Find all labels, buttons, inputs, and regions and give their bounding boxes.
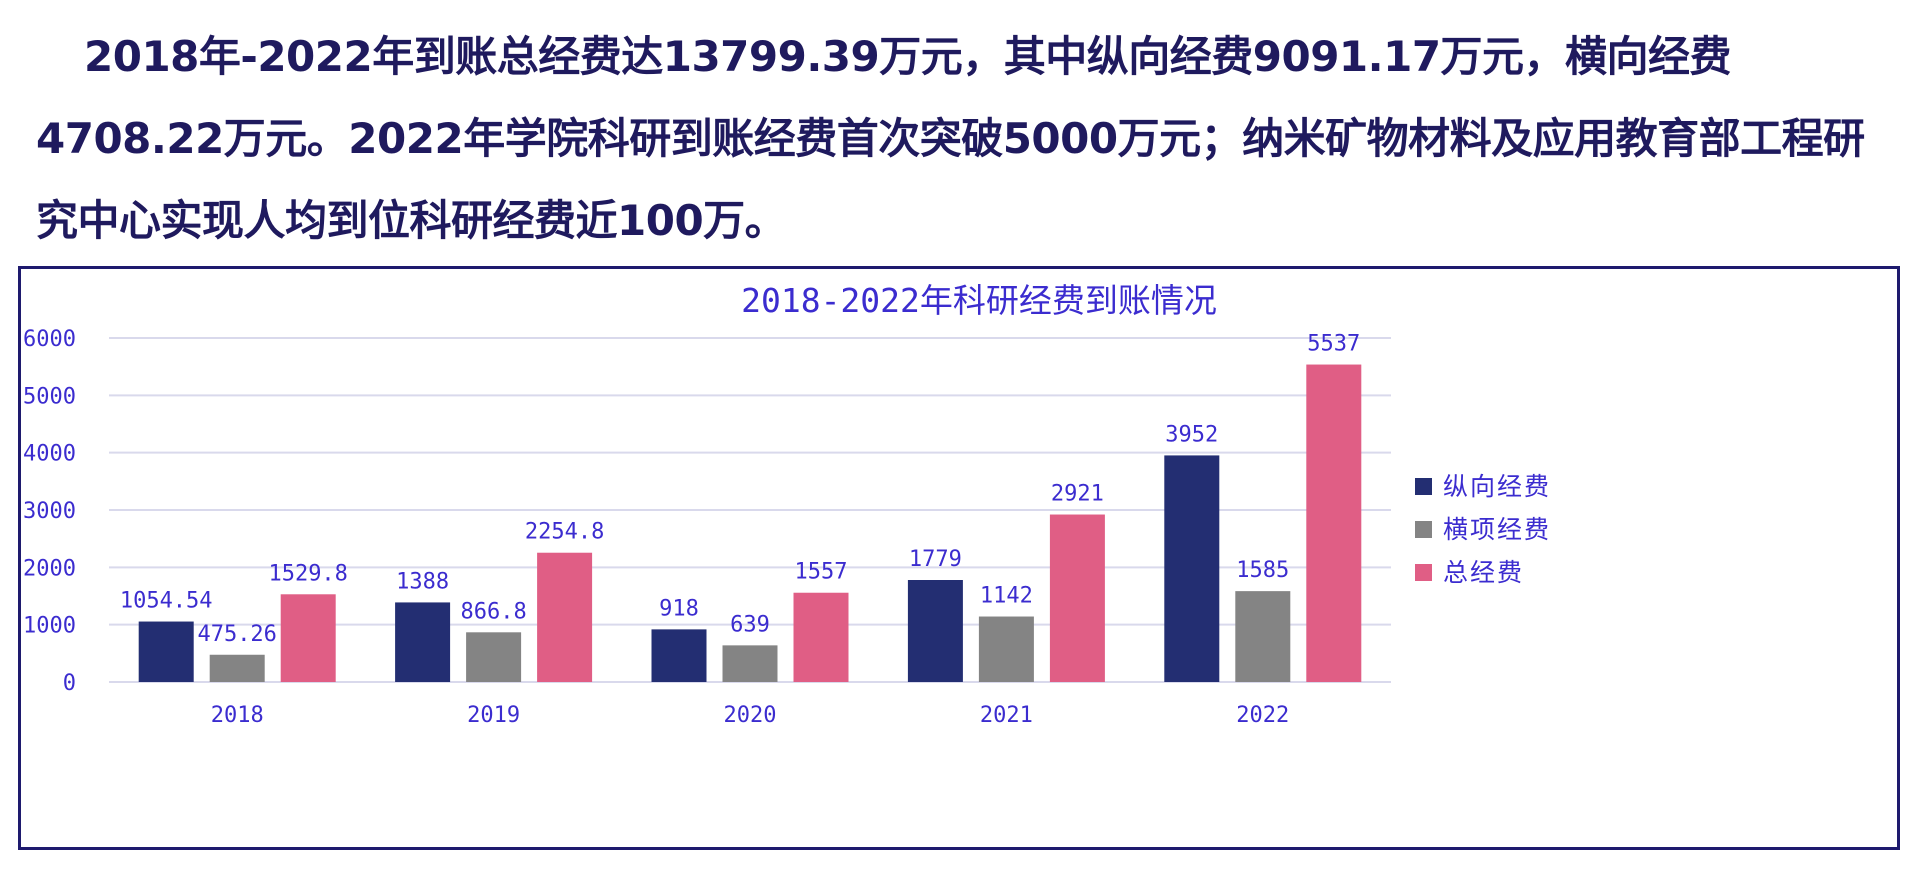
data-label: 918 bbox=[659, 596, 699, 621]
data-label: 639 bbox=[730, 612, 770, 637]
bar-2021-2 bbox=[1049, 514, 1105, 682]
data-label: 5537 bbox=[1307, 332, 1360, 357]
intro-paragraph: 2018年-2022年到账总经费达13799.39万元，其中纵向经费9091.1… bbox=[36, 32, 1865, 245]
data-label: 866.8 bbox=[460, 599, 526, 624]
x-tick-label: 2022 bbox=[1236, 703, 1289, 728]
x-tick-label: 2018 bbox=[211, 703, 264, 728]
data-label: 1557 bbox=[795, 560, 848, 585]
bar-2018-2 bbox=[280, 594, 336, 682]
y-tick-label: 6000 bbox=[23, 327, 76, 352]
data-label: 1779 bbox=[909, 547, 962, 572]
y-tick-label: 0 bbox=[63, 671, 76, 696]
y-axis-ticks: 0 1000 2000 3000 4000 5000 6000 bbox=[23, 327, 76, 696]
x-tick-label: 2021 bbox=[980, 703, 1033, 728]
data-label: 1388 bbox=[396, 569, 449, 594]
legend-label: 总经费 bbox=[1443, 558, 1524, 587]
data-label: 1529.8 bbox=[268, 561, 347, 586]
bar-2019-0 bbox=[395, 602, 451, 682]
bar-2021-1 bbox=[978, 616, 1034, 682]
bar-2022-0 bbox=[1164, 455, 1220, 682]
data-label: 1054.54 bbox=[120, 589, 213, 614]
data-label: 1142 bbox=[980, 584, 1033, 609]
data-label: 2921 bbox=[1051, 482, 1104, 507]
x-tick-label: 2019 bbox=[467, 703, 520, 728]
legend-swatch bbox=[1415, 564, 1432, 581]
legend-label: 横项经费 bbox=[1443, 515, 1551, 544]
legend-swatch bbox=[1415, 478, 1432, 495]
data-label: 1585 bbox=[1236, 558, 1289, 583]
bar-2020-2 bbox=[793, 592, 849, 682]
legend-label: 纵向经费 bbox=[1443, 472, 1551, 501]
bar-2019-1 bbox=[466, 632, 522, 682]
y-tick-label: 3000 bbox=[23, 499, 76, 524]
x-tick-label: 2020 bbox=[724, 703, 777, 728]
y-tick-label: 5000 bbox=[23, 384, 76, 409]
bar-2021-0 bbox=[907, 580, 963, 682]
y-tick-label: 1000 bbox=[23, 614, 76, 639]
bar-2018-0 bbox=[138, 621, 194, 682]
bar-2022-1 bbox=[1235, 591, 1291, 682]
bar-2020-0 bbox=[651, 629, 707, 682]
funding-bar-chart: 2018-2022年科研经费到账情况 0 1000 2000 3000 4000 5000… bbox=[23, 281, 1551, 728]
chart-title: 2018-2022年科研经费到账情况 bbox=[741, 281, 1217, 320]
chart-frame: 2018-2022年科研经费到账情况 0 1000 2000 3000 4000 5000… bbox=[18, 266, 1900, 850]
data-label: 3952 bbox=[1165, 422, 1218, 447]
data-label: 475.26 bbox=[197, 622, 276, 647]
x-axis-ticks: 2018 2019 2020 2021 2022 bbox=[211, 703, 1290, 728]
legend-swatch bbox=[1415, 521, 1432, 538]
bar-2020-1 bbox=[722, 645, 778, 682]
bar-2019-2 bbox=[537, 552, 593, 682]
bars bbox=[138, 364, 1362, 682]
data-labels: 1054.54 475.26 1529.8 1388 866.8 2254.8 918 639… bbox=[120, 332, 1360, 647]
bar-2022-2 bbox=[1306, 364, 1362, 682]
data-label: 2254.8 bbox=[525, 520, 604, 545]
y-tick-label: 2000 bbox=[23, 556, 76, 581]
bar-2018-1 bbox=[209, 654, 265, 682]
y-tick-label: 4000 bbox=[23, 442, 76, 467]
